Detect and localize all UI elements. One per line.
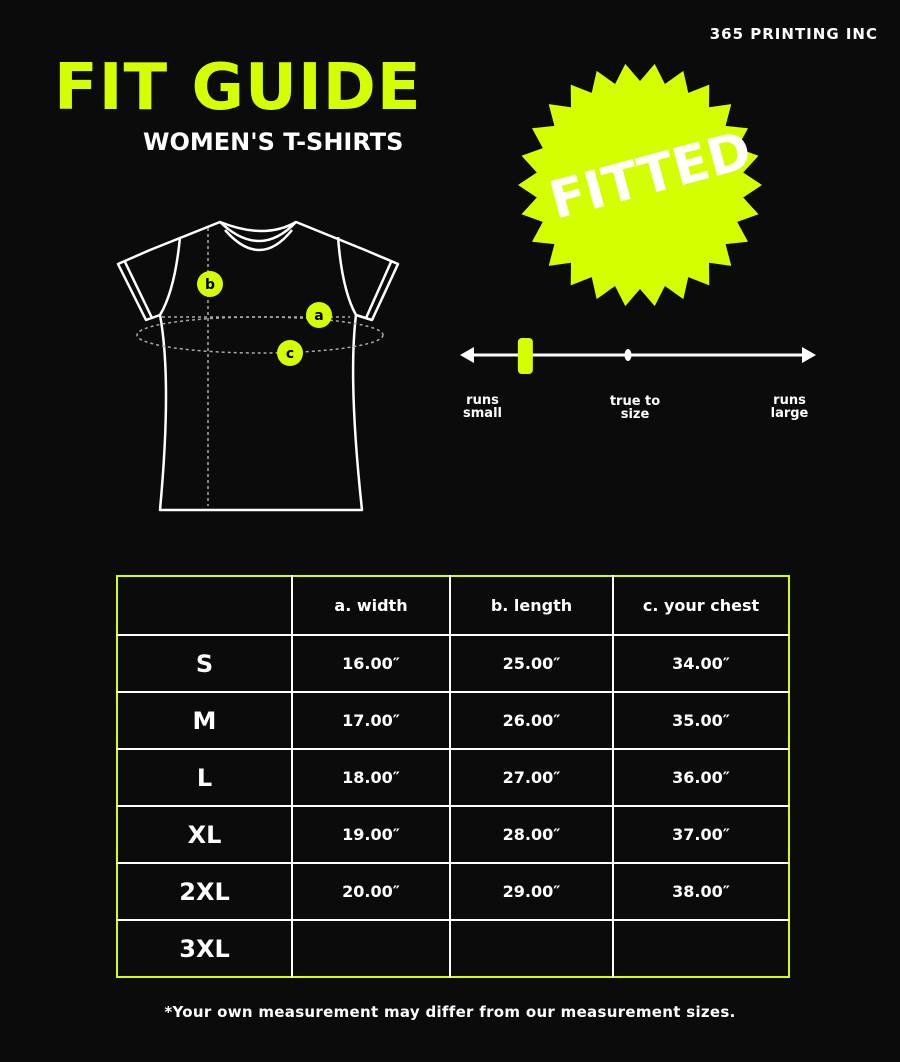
table-row: M 17.00″ 26.00″ 35.00″ bbox=[117, 691, 789, 750]
measurement-cell bbox=[291, 919, 451, 977]
measurement-cell: 36.00″ bbox=[612, 748, 789, 807]
size-label: 2XL bbox=[117, 862, 293, 921]
measurement-cell: 27.00″ bbox=[449, 748, 614, 807]
fit-level-marker bbox=[517, 338, 533, 374]
arrow-left-icon bbox=[460, 347, 474, 363]
tshirt-diagram: b a c bbox=[116, 220, 400, 512]
table-row: S 16.00″ 25.00″ 34.00″ bbox=[117, 634, 789, 693]
svg-text:b: b bbox=[205, 277, 215, 293]
label-true-to-size: true to size bbox=[609, 394, 661, 422]
brand-name: 365 PRINTING INC bbox=[709, 25, 878, 43]
measurement-cell: 38.00″ bbox=[612, 862, 789, 921]
page-subtitle: WOMEN'S T-SHIRTS bbox=[143, 128, 404, 156]
fit-scale bbox=[460, 338, 816, 374]
label-runs-large: runs large bbox=[770, 393, 809, 421]
marker-a: a bbox=[306, 302, 332, 328]
measurement-cell bbox=[612, 919, 789, 977]
arrow-right-icon bbox=[802, 347, 816, 363]
size-label: L bbox=[117, 748, 293, 807]
measurement-cell bbox=[449, 919, 614, 977]
size-label: XL bbox=[117, 805, 293, 864]
column-header: a. width bbox=[291, 576, 451, 636]
fitted-starburst bbox=[518, 63, 762, 307]
measurement-cell: 16.00″ bbox=[291, 634, 451, 693]
size-table: a. width b. length c. your chest S 16.00″ 25.… bbox=[116, 575, 790, 978]
measurement-note: *Your own measurement may differ from ou… bbox=[164, 1003, 736, 1021]
measurement-cell: 19.00″ bbox=[291, 805, 451, 864]
table-header-row: a. width b. length c. your chest bbox=[117, 576, 789, 636]
svg-text:c: c bbox=[286, 346, 294, 362]
label-runs-small: runs small bbox=[463, 393, 502, 421]
column-header: b. length bbox=[449, 576, 614, 636]
marker-b: b bbox=[197, 271, 223, 297]
table-row: 2XL 20.00″ 29.00″ 38.00″ bbox=[117, 862, 789, 921]
measurement-cell: 37.00″ bbox=[612, 805, 789, 864]
table-row: XL 19.00″ 28.00″ 37.00″ bbox=[117, 805, 789, 864]
measurement-cell: 20.00″ bbox=[291, 862, 451, 921]
measurement-cell: 29.00″ bbox=[449, 862, 614, 921]
shirt-outline bbox=[116, 220, 400, 512]
measurement-cell: 25.00″ bbox=[449, 634, 614, 693]
measurement-cell: 35.00″ bbox=[612, 691, 789, 750]
measurement-cell: 28.00″ bbox=[449, 805, 614, 864]
svg-text:a: a bbox=[314, 308, 323, 324]
table-row: 3XL bbox=[117, 919, 789, 977]
size-label: M bbox=[117, 691, 293, 750]
size-label: S bbox=[117, 634, 293, 693]
column-header bbox=[117, 576, 293, 636]
measurement-cell: 26.00″ bbox=[449, 691, 614, 750]
true-to-size-tick bbox=[624, 349, 632, 361]
size-label: 3XL bbox=[117, 919, 293, 977]
measurement-cell: 18.00″ bbox=[291, 748, 451, 807]
page-title: FIT GUIDE bbox=[54, 51, 422, 125]
column-header: c. your chest bbox=[612, 576, 789, 636]
table-row: L 18.00″ 27.00″ 36.00″ bbox=[117, 748, 789, 807]
marker-c: c bbox=[277, 340, 303, 366]
measurement-cell: 34.00″ bbox=[612, 634, 789, 693]
measurement-cell: 17.00″ bbox=[291, 691, 451, 750]
